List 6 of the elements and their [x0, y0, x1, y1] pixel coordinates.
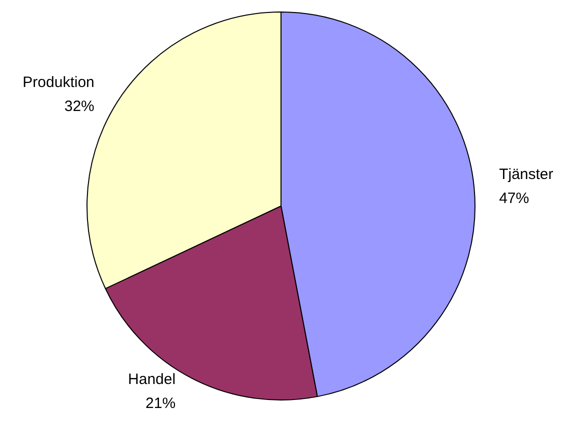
slice-label: Produktion [22, 74, 94, 92]
data-label: 47% [499, 190, 530, 207]
data-label: 21% [146, 394, 176, 412]
slice-label: Tjänster [499, 166, 554, 183]
slice-label: Handel [128, 370, 176, 388]
data-label: 32% [64, 98, 94, 116]
